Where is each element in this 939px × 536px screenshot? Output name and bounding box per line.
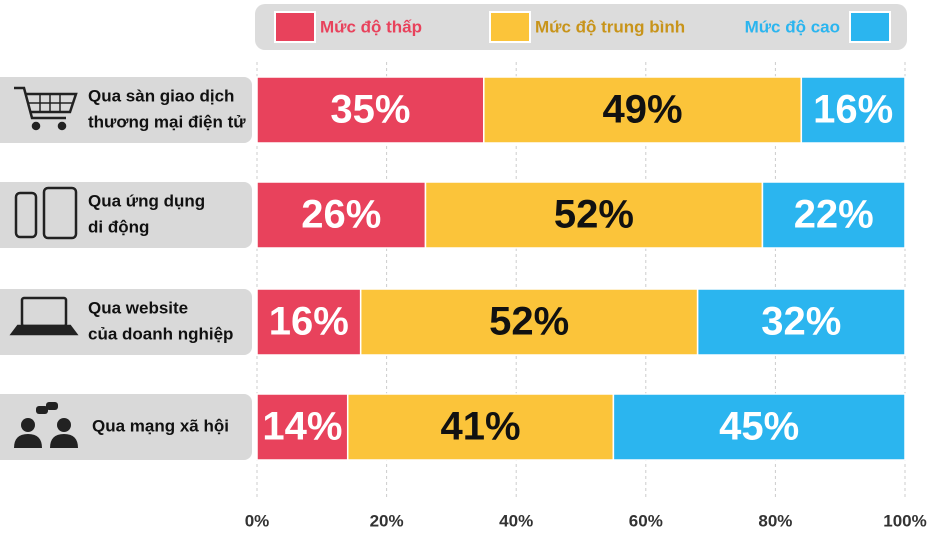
- x-tick-label: 0%: [245, 511, 270, 530]
- bar-segment: [424, 181, 764, 249]
- bar-segment: [612, 393, 906, 461]
- bar-segment: [761, 181, 906, 249]
- legend-label: Mức độ thấp: [320, 17, 422, 36]
- category-label: thương mại điện tử: [88, 112, 246, 131]
- category-label: Qua website: [88, 298, 188, 317]
- value-label: 22%: [794, 193, 874, 237]
- legend-label: Mức độ trung bình: [535, 17, 685, 36]
- value-label: 45%: [719, 405, 799, 449]
- value-label: 35%: [330, 88, 410, 132]
- x-tick-label: 20%: [370, 511, 404, 530]
- icon-people: [14, 402, 78, 448]
- value-label: 52%: [554, 193, 634, 237]
- category-label: Qua sàn giao dịch: [88, 86, 234, 105]
- category-label: của doanh nghiệp: [88, 324, 233, 343]
- value-label: 26%: [301, 193, 381, 237]
- bar-segment: [256, 393, 349, 461]
- bar-segment: [359, 288, 699, 356]
- bar-segment: [256, 288, 362, 356]
- bar-segment: [256, 76, 485, 144]
- legend-box: [255, 4, 907, 50]
- category-label: Qua ứng dụng: [88, 191, 205, 210]
- value-label: 32%: [761, 300, 841, 344]
- value-label: 49%: [603, 88, 683, 132]
- x-tick-label: 40%: [499, 511, 533, 530]
- icon-devices: [14, 186, 78, 240]
- value-label: 41%: [441, 405, 521, 449]
- x-tick-label: 60%: [629, 511, 663, 530]
- bar-segment: [346, 393, 615, 461]
- x-tick-label: 80%: [758, 511, 792, 530]
- bar-segment: [696, 288, 906, 356]
- legend-swatch: [489, 11, 531, 43]
- bar-segment: [800, 76, 906, 144]
- label-background: [0, 182, 252, 248]
- icon-laptop: [9, 296, 79, 336]
- value-label: 16%: [269, 300, 349, 344]
- legend-label: Mức độ cao: [745, 17, 840, 36]
- label-backgrounds: [0, 77, 252, 460]
- legend-swatch: [849, 11, 891, 43]
- icon-cart: [14, 86, 78, 131]
- value-label: 52%: [489, 300, 569, 344]
- category-label: Qua mạng xã hội: [92, 416, 229, 435]
- category-label: di động: [88, 217, 149, 236]
- value-label: 14%: [262, 405, 342, 449]
- label-background: [0, 289, 252, 355]
- value-label: 16%: [813, 88, 893, 132]
- x-tick-label: 100%: [883, 511, 926, 530]
- bars: [256, 76, 906, 461]
- legend-swatch: [274, 11, 316, 43]
